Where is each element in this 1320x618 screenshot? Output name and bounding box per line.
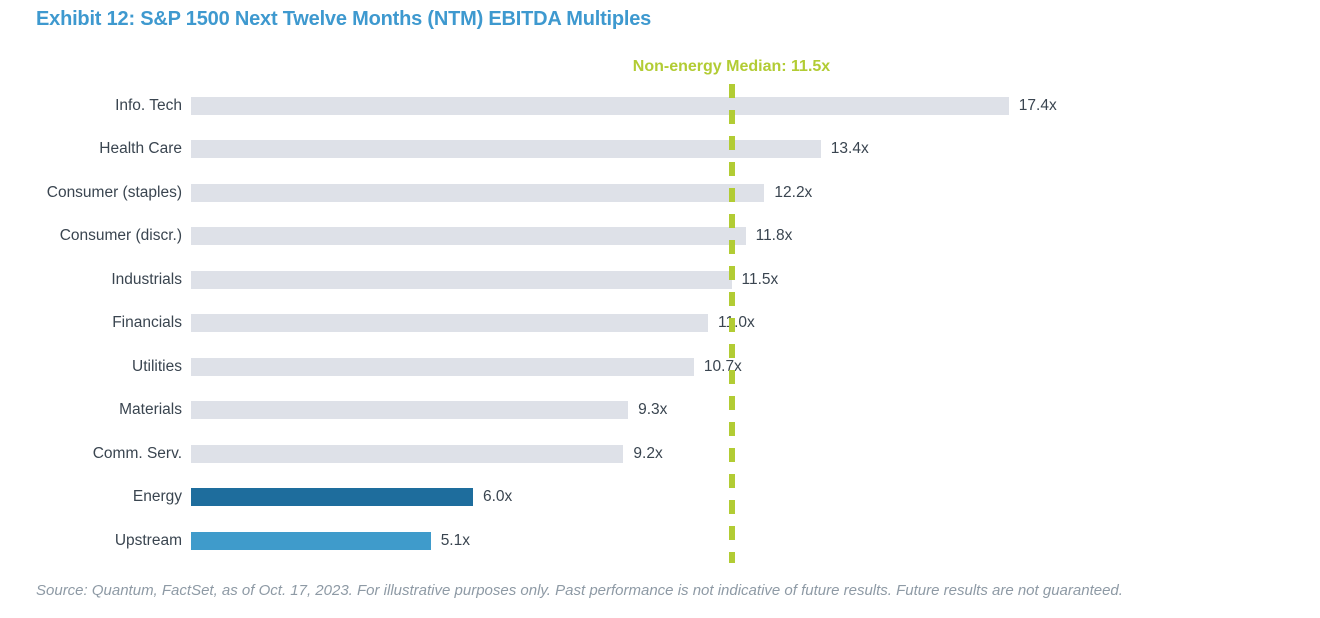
bar [191, 96, 1009, 115]
bar [191, 314, 708, 333]
chart-row: Comm. Serv. 9.2x [36, 432, 1286, 476]
category-label: Consumer (staples) [46, 183, 182, 201]
bar [191, 183, 765, 202]
category-label: Upstream [114, 531, 182, 549]
category-label: Consumer (discr.) [59, 227, 182, 245]
value-label: 10.7x [703, 357, 742, 375]
chart-title: Exhibit 12: S&P 1500 Next Twelve Months … [36, 8, 652, 30]
value-label: 6.0x [483, 488, 513, 506]
category-label: Financials [112, 314, 182, 332]
bar [191, 444, 624, 463]
chart-row: Financials 11.0x [36, 302, 1286, 346]
chart-row: Materials 9.3x [36, 389, 1286, 433]
value-label: 11.0x [718, 314, 755, 332]
value-label: 17.4x [1018, 96, 1057, 114]
bar [191, 531, 431, 550]
value-label: 12.2x [774, 183, 813, 201]
value-label: 13.4x [830, 140, 869, 158]
chart-row: Info. Tech 17.4x [36, 84, 1286, 128]
category-label: Utilities [132, 357, 182, 375]
category-label: Info. Tech [115, 96, 182, 114]
value-label: 11.8x [755, 227, 793, 245]
chart-row: Upstream 5.1x [36, 519, 1286, 563]
chart-row: Consumer (discr.) 11.8x [36, 215, 1286, 259]
chart-rows: Info. Tech 17.4x Health Care 13.4x Consumer … [36, 84, 1286, 563]
chart-row: Utilities 10.7x [36, 345, 1286, 389]
category-label: Health Care [99, 140, 182, 158]
bar [191, 270, 732, 289]
value-label: 5.1x [440, 531, 470, 549]
chart-row: Health Care 13.4x [36, 128, 1286, 172]
chart-row: Industrials 11.5x [36, 258, 1286, 302]
bar [191, 140, 821, 159]
bar-chart: Non-energy Median: 11.5x Info. Tech 17.4x… [36, 58, 1286, 564]
value-label: 11.5x [741, 270, 779, 288]
chart-row: Consumer (staples) 12.2x [36, 171, 1286, 215]
chart-row: Energy 6.0x [36, 476, 1286, 520]
bar [191, 357, 694, 376]
bar [191, 401, 629, 420]
value-label: 9.2x [633, 444, 663, 462]
median-line [728, 84, 735, 563]
value-label: 9.3x [638, 401, 668, 419]
category-label: Energy [132, 488, 182, 506]
category-label: Industrials [111, 270, 182, 288]
bar [191, 227, 746, 246]
source-note: Source: Quantum, FactSet, as of Oct. 17,… [36, 582, 1123, 599]
category-label: Comm. Serv. [92, 444, 182, 462]
category-label: Materials [119, 401, 182, 419]
median-label: Non-energy Median: 11.5x [632, 58, 831, 75]
bar [191, 488, 473, 507]
